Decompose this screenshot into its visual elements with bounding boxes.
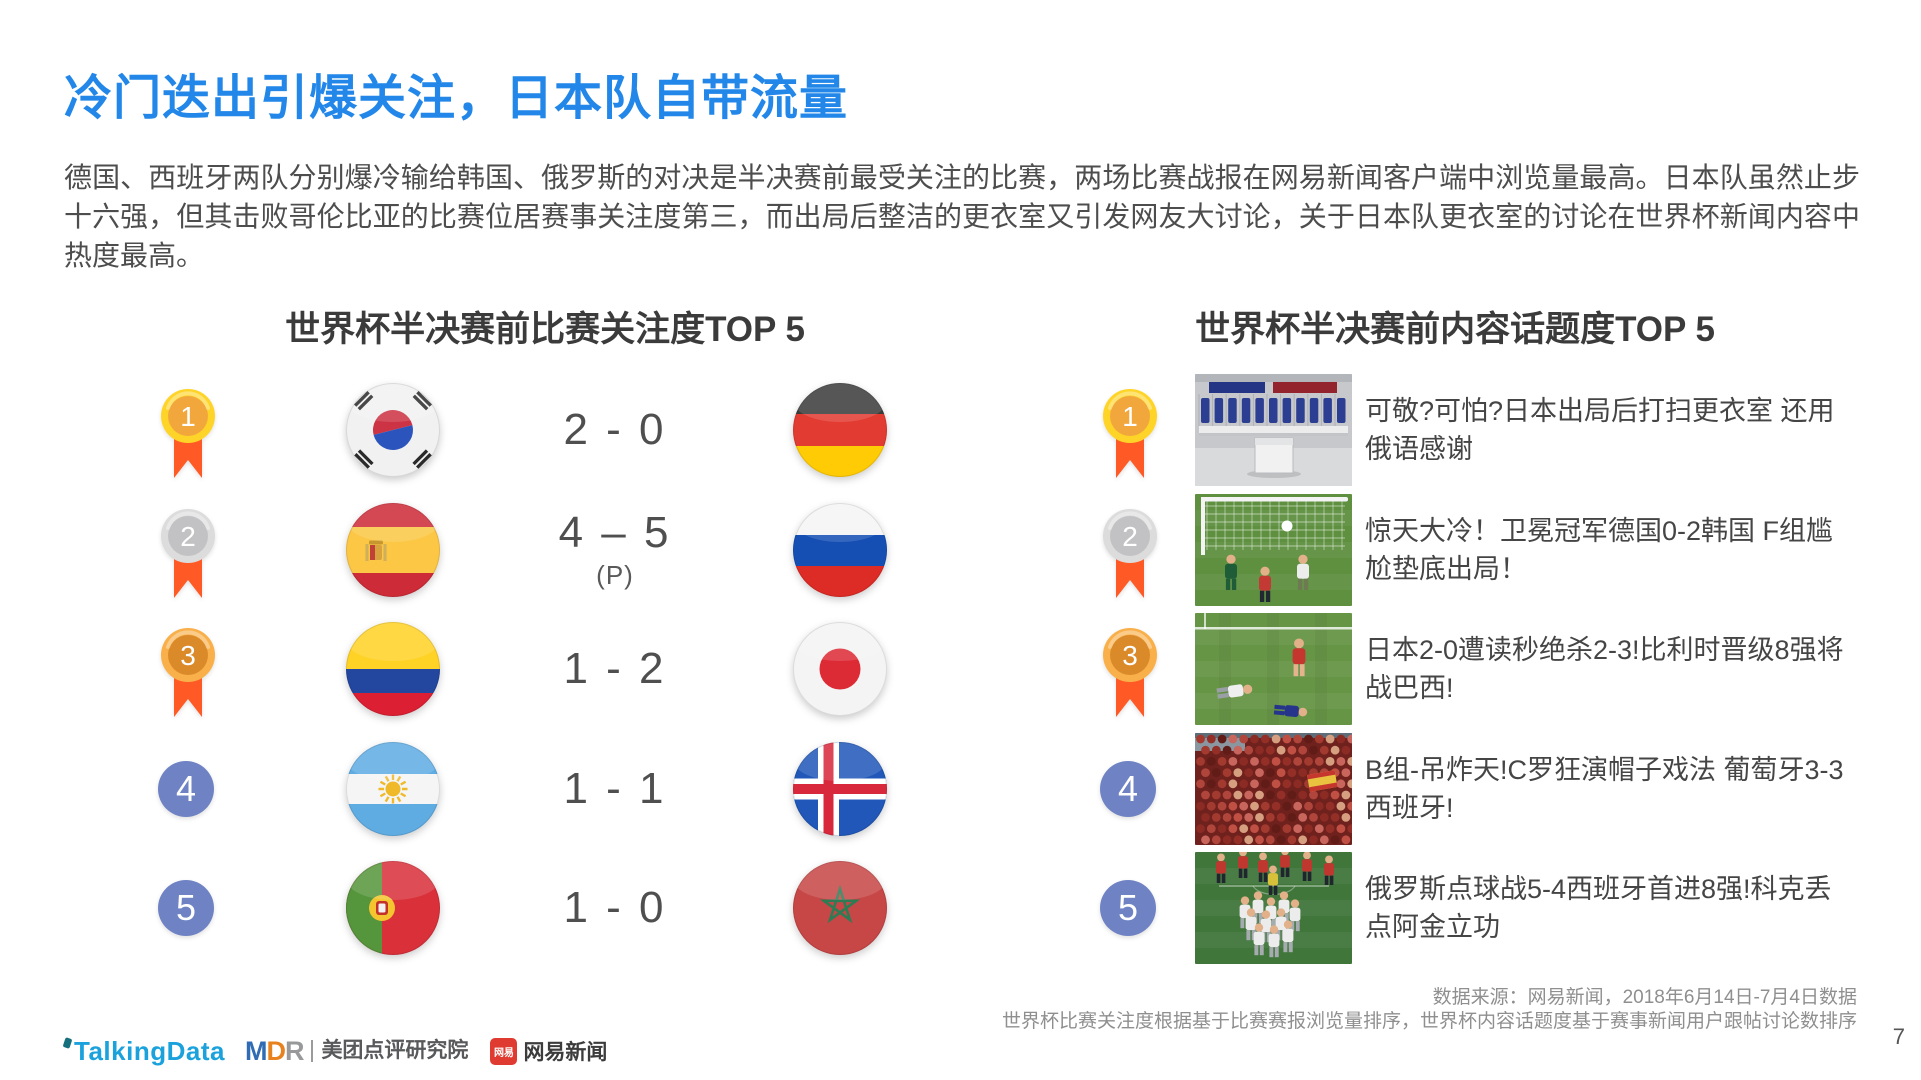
match-score: 1 - 1 [505, 729, 725, 849]
meituan-dianping-institute-logo: 美团点评研究院 [311, 1040, 468, 1062]
score-note-penalties: (P) [596, 560, 634, 590]
flag-colombia-icon [345, 621, 441, 717]
svg-text:3: 3 [1122, 640, 1138, 671]
news-thumbnail-penalty-celebration [1195, 852, 1352, 964]
score-value: 4 – 5 [558, 508, 672, 557]
score-value: 1 - 0 [563, 883, 667, 932]
svg-text:5: 5 [1118, 887, 1138, 928]
mdr-logo-icon: MDR [245, 1036, 304, 1067]
talkingdata-logo: TalkingData [74, 1035, 225, 1066]
rank-2-medal-icon: 2 [157, 490, 219, 610]
news-title: 日本2-0遭读秒绝杀2-3!比利时晋级8强将战巴西! [1365, 635, 1844, 703]
svg-text:1: 1 [180, 401, 196, 432]
svg-text:4: 4 [1118, 768, 1138, 809]
source-line-2: 世界杯比赛关注度根据基于比赛赛报浏览量排序，世界杯内容话题度基于赛事新闻用户跟帖… [1001, 1011, 1857, 1032]
flag-japan-icon [792, 621, 888, 717]
match-score: 1 - 2 [505, 609, 725, 729]
match-ranking-row: 4 1 - 1 [0, 729, 960, 849]
news-thumbnail-goal-net [1195, 493, 1352, 606]
page-title: 冷门迭出引爆关注，日本队自带流量 [64, 72, 849, 125]
rank-5-medal-icon: 5 [157, 848, 219, 968]
match-score: 2 - 0 [505, 370, 725, 490]
score-value: 1 - 1 [563, 763, 667, 813]
rank-5-medal-icon: 5 [1099, 848, 1161, 968]
mdr-letter: D [266, 1035, 285, 1066]
news-thumbnail-players-down [1195, 613, 1352, 725]
topic-ranking-header: 世界杯半决赛前内容话题度TOP 5 [1195, 310, 1715, 349]
score-value: 2 - 0 [563, 405, 667, 454]
flag-spain-icon [345, 502, 441, 598]
news-title: 可敬?可怕?日本出局后打扫更衣室 还用俄语感谢 [1365, 396, 1835, 464]
news-thumbnail-red-fans [1195, 732, 1352, 845]
match-ranking-header: 世界杯半决赛前比赛关注度TOP 5 [285, 310, 805, 349]
match-ranking-row: 2 4 – 5 (P) [0, 490, 960, 610]
mdr-letter: R [284, 1035, 304, 1066]
news-title: 俄罗斯点球战5-4西班牙首进8强!科克丢点阿金立功 [1365, 874, 1832, 942]
mdr-letter: M [244, 1035, 267, 1066]
news-title: 惊天大冷！卫冕冠军德国0-2韩国 F组尴尬垫底出局！ [1365, 515, 1834, 584]
intro-paragraph: 德国、西班牙两队分别爆冷输给韩国、俄罗斯的对决是半决赛前最受关注的比赛，两场比赛… [64, 162, 1860, 271]
source-line-1: 数据来源：网易新闻，2018年6月14日-7月4日数据 [1432, 987, 1857, 1008]
topic-ranking-list: 1 可敬?可怕?日本出局后打扫更衣室 还用俄语感谢 2 惊天大冷！卫冕冠军德国0… [960, 370, 1921, 970]
topic-ranking-row: 4 B组-吊炸天!C罗狂演帽子戏法 葡萄牙3-3西班牙! [960, 729, 1921, 849]
flag-south-korea-icon [345, 382, 441, 478]
score-value: 1 - 2 [563, 644, 667, 693]
svg-text:4: 4 [176, 768, 196, 809]
rank-3-medal-icon: 3 [1099, 609, 1161, 729]
flag-morocco-icon [792, 860, 888, 956]
rank-3-medal-icon: 3 [157, 609, 219, 729]
svg-text:3: 3 [180, 640, 196, 671]
flag-argentina-icon [345, 741, 441, 837]
svg-text:1: 1 [1122, 401, 1138, 432]
flag-portugal-icon [345, 860, 441, 956]
rank-1-medal-icon: 1 [1099, 370, 1161, 490]
footer-logos: TalkingData MDR 美团点评研究院 网易 网易新闻 [62, 1034, 608, 1068]
match-ranking-row: 1 2 - 0 [0, 370, 960, 490]
rank-4-medal-icon: 4 [1099, 729, 1161, 849]
svg-text:5: 5 [176, 887, 196, 928]
flag-russia-icon [792, 502, 888, 598]
topic-ranking-row: 3 日本2-0遭读秒绝杀2-3!比利时晋级8强将战巴西! [960, 609, 1921, 729]
news-title: B组-吊炸天!C罗狂演帽子戏法 葡萄牙3-3西班牙! [1365, 754, 1844, 823]
svg-text:2: 2 [180, 521, 196, 552]
match-score: 1 - 0 [505, 848, 725, 968]
flag-iceland-icon [792, 741, 888, 837]
page-number: 7 [1892, 1024, 1905, 1049]
rank-1-medal-icon: 1 [157, 370, 219, 490]
talkingdata-mark-icon [62, 1037, 73, 1049]
svg-text:2: 2 [1122, 521, 1138, 552]
news-thumbnail-locker-room [1195, 374, 1352, 486]
netease-news-app-icon: 网易 [490, 1037, 518, 1065]
flag-germany-icon [792, 382, 888, 478]
data-source-note: 数据来源：网易新闻，2018年6月14日-7月4日数据 世界杯比赛关注度根据基于… [1002, 986, 1857, 1034]
match-score: 4 – 5 (P) [505, 490, 725, 610]
topic-ranking-row: 5 [960, 848, 1921, 968]
topic-ranking-row: 2 惊天大冷！卫冕冠军德国0-2韩国 F组尴尬垫底出局！ [960, 490, 1921, 610]
topic-ranking-row: 1 可敬?可怕?日本出局后打扫更衣室 还用俄语感谢 [960, 370, 1921, 490]
rank-4-medal-icon: 4 [157, 729, 219, 849]
match-ranking-list: 1 2 - 0 2 [0, 370, 960, 970]
rank-2-medal-icon: 2 [1099, 490, 1161, 610]
match-ranking-row: 3 1 - 2 [0, 609, 960, 729]
match-ranking-row: 5 1 - 0 [0, 848, 960, 968]
netease-news-logo: 网易新闻 [523, 1041, 608, 1064]
